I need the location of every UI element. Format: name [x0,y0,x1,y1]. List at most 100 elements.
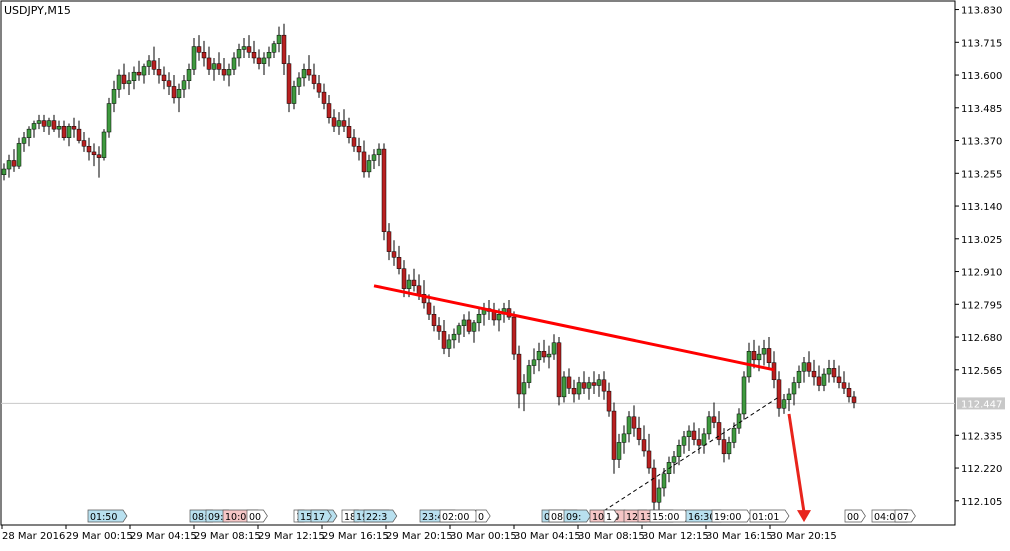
candle-body [451,333,457,341]
candle-body [71,126,77,130]
session-marker[interactable]: 19:00 [711,509,752,523]
candle-body [626,416,632,435]
symbol-label: USDJPY,M15 [4,4,71,17]
candle-body [821,373,827,386]
session-marker[interactable]: 17 [310,509,332,523]
session-marker-bg [475,509,491,523]
session-marker[interactable]: 15:00 [649,509,690,523]
candle-body [156,69,162,76]
candle-body [696,439,702,446]
candle-body [296,77,302,87]
session-marker-label: 02:00 [442,512,469,523]
candle-body [431,314,437,326]
session-marker-bg [603,509,619,523]
candle-body [186,69,192,81]
session-marker-label: 04:00 [874,512,901,523]
candle-body [601,379,607,392]
candle-body [411,279,417,287]
session-marker-bg [246,509,268,523]
session-marker[interactable]: 09: [563,509,592,523]
candle-body [551,342,557,355]
forecast-arrow-head [797,510,811,523]
x-tick-label: 29 Mar 12:15 [258,531,325,542]
candle-body [566,376,572,389]
candle-body [201,52,207,59]
candle-body [851,396,857,403]
session-marker-label: 1 [606,512,612,523]
candle-body [16,143,22,167]
session-marker-bg [844,509,866,523]
x-tick-label: 29 Mar 08:15 [194,531,261,542]
candle-body [591,382,597,386]
candle-body [706,416,712,435]
session-marker-label: 01:50 [90,512,117,523]
candle-body [281,34,287,64]
session-marker-label: 00 [847,512,859,523]
session-marker-label: 16:30 [688,512,715,523]
candle-body [51,120,57,130]
candle-body [76,128,82,141]
session-marker[interactable]: 02:00 [439,509,480,523]
session-marker-bg [87,509,128,523]
candle-body [86,145,92,153]
candle-body [436,325,442,332]
session-marker[interactable]: 01:50 [87,509,128,523]
candle-body [266,52,272,59]
candle-body [311,74,317,84]
candle-body [686,430,692,437]
session-marker-label: 23:45 [422,512,449,523]
candle-body [741,376,747,415]
candle-body [226,69,232,76]
candle-body [711,416,717,423]
candle-body [771,362,777,381]
current-price-label: 112.447 [961,399,1002,410]
candle-body [151,60,157,70]
candle-body [731,427,737,443]
candle-body [721,439,727,455]
candle-body [516,353,522,395]
session-marker[interactable]: 00 [246,509,268,523]
candle-body [331,117,337,127]
candle-body [581,382,587,389]
candle-body [61,126,67,138]
candle-body [231,57,237,70]
session-marker[interactable]: 0 [475,509,491,523]
candle-body [656,487,662,503]
candle-body [236,49,242,59]
session-marker[interactable]: 1 [603,509,619,523]
session-marker[interactable]: 01:01 [749,509,790,523]
x-tick-label: 29 Mar 16:15 [322,531,389,542]
x-tick-label: 30 Mar 00:15 [450,531,517,542]
candle-body [831,368,837,378]
candle-body [811,370,817,378]
candle-body [341,120,347,127]
resistance-trendline[interactable] [373,284,775,372]
candle-body [346,126,352,138]
session-marker[interactable]: 00 [844,509,866,523]
candle-body [691,430,697,440]
candle-body [511,316,517,355]
candle-body [466,319,472,332]
candle-body [596,379,602,386]
session-marker[interactable]: 22:3 [363,509,398,523]
candle-body [271,43,277,53]
session-marker-label: 17 [313,512,325,523]
candle-body [286,63,292,104]
candle-body [191,46,197,70]
current-price-label-bg [957,397,1005,410]
session-marker-bg [711,509,752,523]
candle-body [176,89,182,99]
candle-body [776,379,782,409]
y-tick-label: 112.220 [961,464,1002,475]
candle-body [91,151,97,156]
y-tick-label: 112.105 [961,497,1002,508]
session-marker-label: 07 [897,512,909,523]
candle-body [6,160,12,170]
candle-body [376,148,382,156]
support-dashed-line[interactable] [603,396,780,512]
session-marker-bg [310,509,332,523]
session-marker[interactable]: 07 [894,509,916,523]
candle-body [391,251,397,258]
